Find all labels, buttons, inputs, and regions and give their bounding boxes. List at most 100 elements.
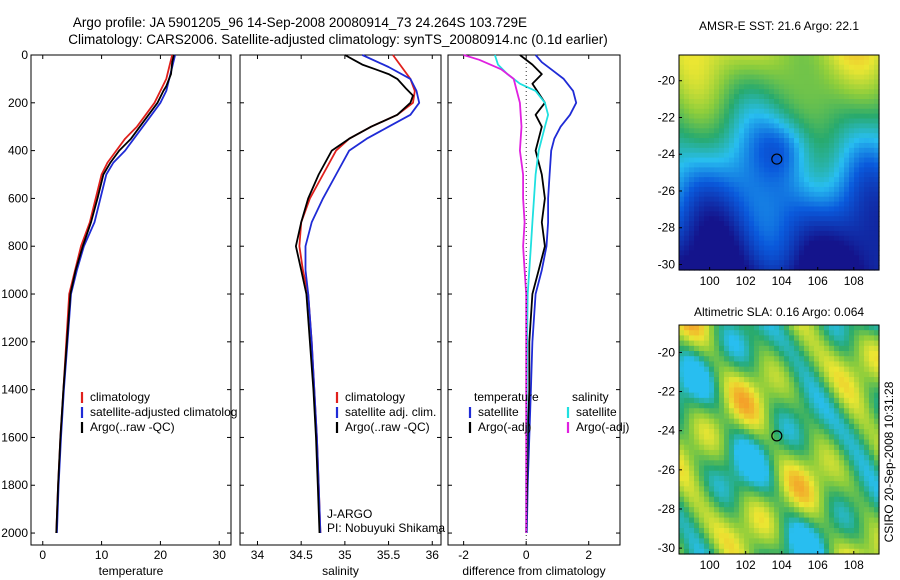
heatmap-cell	[784, 201, 790, 208]
heatmap-cell	[849, 94, 855, 100]
heatmap-cell	[839, 162, 845, 168]
heatmap-cell	[724, 157, 730, 164]
heatmap-cell	[709, 371, 715, 378]
heatmap-cell	[774, 418, 780, 425]
heatmap-cell	[744, 434, 750, 441]
heatmap-cell	[779, 113, 785, 120]
heatmap-cell	[839, 501, 845, 508]
heatmap-cell	[809, 533, 815, 539]
heatmap-cell	[694, 69, 700, 76]
heatmap-cell	[854, 79, 860, 85]
heatmap-cell	[819, 491, 825, 498]
heatmap-cell	[724, 172, 730, 178]
heatmap-cell	[839, 517, 845, 524]
heatmap-cell	[854, 522, 860, 529]
heatmap-cell	[714, 89, 720, 95]
heatmap-cell	[749, 413, 755, 420]
heatmap-cell	[849, 345, 855, 352]
heatmap-cell	[694, 89, 700, 95]
heatmap-cell	[684, 423, 690, 430]
heatmap-cell	[684, 211, 690, 217]
heatmap-cell	[744, 240, 750, 247]
heatmap-cell	[689, 439, 695, 446]
heatmap-cell	[839, 98, 845, 105]
heatmap-cell	[829, 470, 835, 477]
heatmap-cell	[729, 138, 735, 144]
heatmap-cell	[684, 413, 690, 420]
heatmap-cell	[724, 460, 730, 467]
heatmap-cell	[679, 548, 685, 555]
heatmap-cell	[719, 325, 725, 331]
heatmap-cell	[714, 211, 720, 217]
heatmap-cell	[729, 108, 735, 115]
heatmap-cell	[689, 250, 695, 256]
heatmap-cell	[684, 366, 690, 373]
heatmap-cell	[704, 486, 710, 493]
heatmap-cell	[789, 211, 795, 217]
heatmap-cell	[849, 162, 855, 168]
heatmap-cell	[819, 138, 825, 144]
heatmap-cell	[774, 94, 780, 100]
heatmap-cell	[704, 221, 710, 227]
heatmap-cell	[849, 69, 855, 76]
heatmap-cell	[724, 128, 730, 134]
heatmap-cell	[824, 103, 830, 110]
heatmap-cell	[739, 113, 745, 120]
heatmap-cell	[754, 133, 760, 139]
heatmap-cell	[839, 512, 845, 519]
heatmap-cell	[749, 147, 755, 154]
heatmap-cell	[729, 356, 735, 363]
heatmap-cell	[769, 113, 775, 120]
heatmap-cell	[849, 392, 855, 399]
heatmap-cell	[689, 371, 695, 378]
heatmap-cell	[719, 517, 725, 524]
heatmap-cell	[824, 423, 830, 430]
heatmap-cell	[749, 138, 755, 144]
heatmap-cell	[769, 491, 775, 498]
heatmap-cell	[709, 133, 715, 139]
heatmap-cell	[704, 250, 710, 256]
heatmap-cell	[789, 177, 795, 183]
heatmap-cell	[774, 361, 780, 368]
heatmap-cell	[784, 206, 790, 212]
heatmap-cell	[809, 142, 815, 149]
heatmap-cell	[864, 221, 870, 227]
heatmap-cell	[759, 548, 765, 555]
heatmap-cell	[769, 371, 775, 378]
heatmap-cell	[844, 79, 850, 85]
heatmap-cell	[754, 59, 760, 66]
heatmap-cell	[749, 240, 755, 247]
heatmap-cell	[809, 423, 815, 430]
heatmap-cell	[854, 128, 860, 134]
heatmap-cell	[679, 434, 685, 441]
heatmap-cell	[849, 366, 855, 373]
heatmap-cell	[829, 186, 835, 193]
heatmap-cell	[829, 538, 835, 545]
heatmap-cell	[744, 413, 750, 420]
heatmap-cell	[689, 533, 695, 539]
heatmap-cell	[854, 397, 860, 404]
heatmap-cell	[769, 108, 775, 115]
heatmap-cell	[824, 439, 830, 446]
heatmap-cell	[734, 186, 740, 193]
heatmap-cell	[714, 335, 720, 342]
heatmap-cell	[779, 250, 785, 256]
heatmap-cell	[679, 79, 685, 85]
heatmap-cell	[799, 501, 805, 508]
heatmap-cell	[859, 94, 865, 100]
difference-legend-label: satellite	[576, 405, 617, 419]
heatmap-cell	[754, 340, 760, 347]
heatmap-cell	[769, 118, 775, 125]
heatmap-cell	[759, 94, 765, 100]
heatmap-cell	[744, 481, 750, 487]
heatmap-cell	[819, 429, 825, 435]
heatmap-cell	[739, 152, 745, 159]
heatmap-cell	[719, 191, 725, 198]
heatmap-cell	[784, 325, 790, 331]
heatmap-cell	[754, 543, 760, 550]
heatmap-cell	[789, 481, 795, 487]
heatmap-cell	[714, 245, 720, 252]
heatmap-cell	[734, 235, 740, 242]
heatmap-cell	[779, 527, 785, 534]
heatmap-cell	[844, 206, 850, 212]
